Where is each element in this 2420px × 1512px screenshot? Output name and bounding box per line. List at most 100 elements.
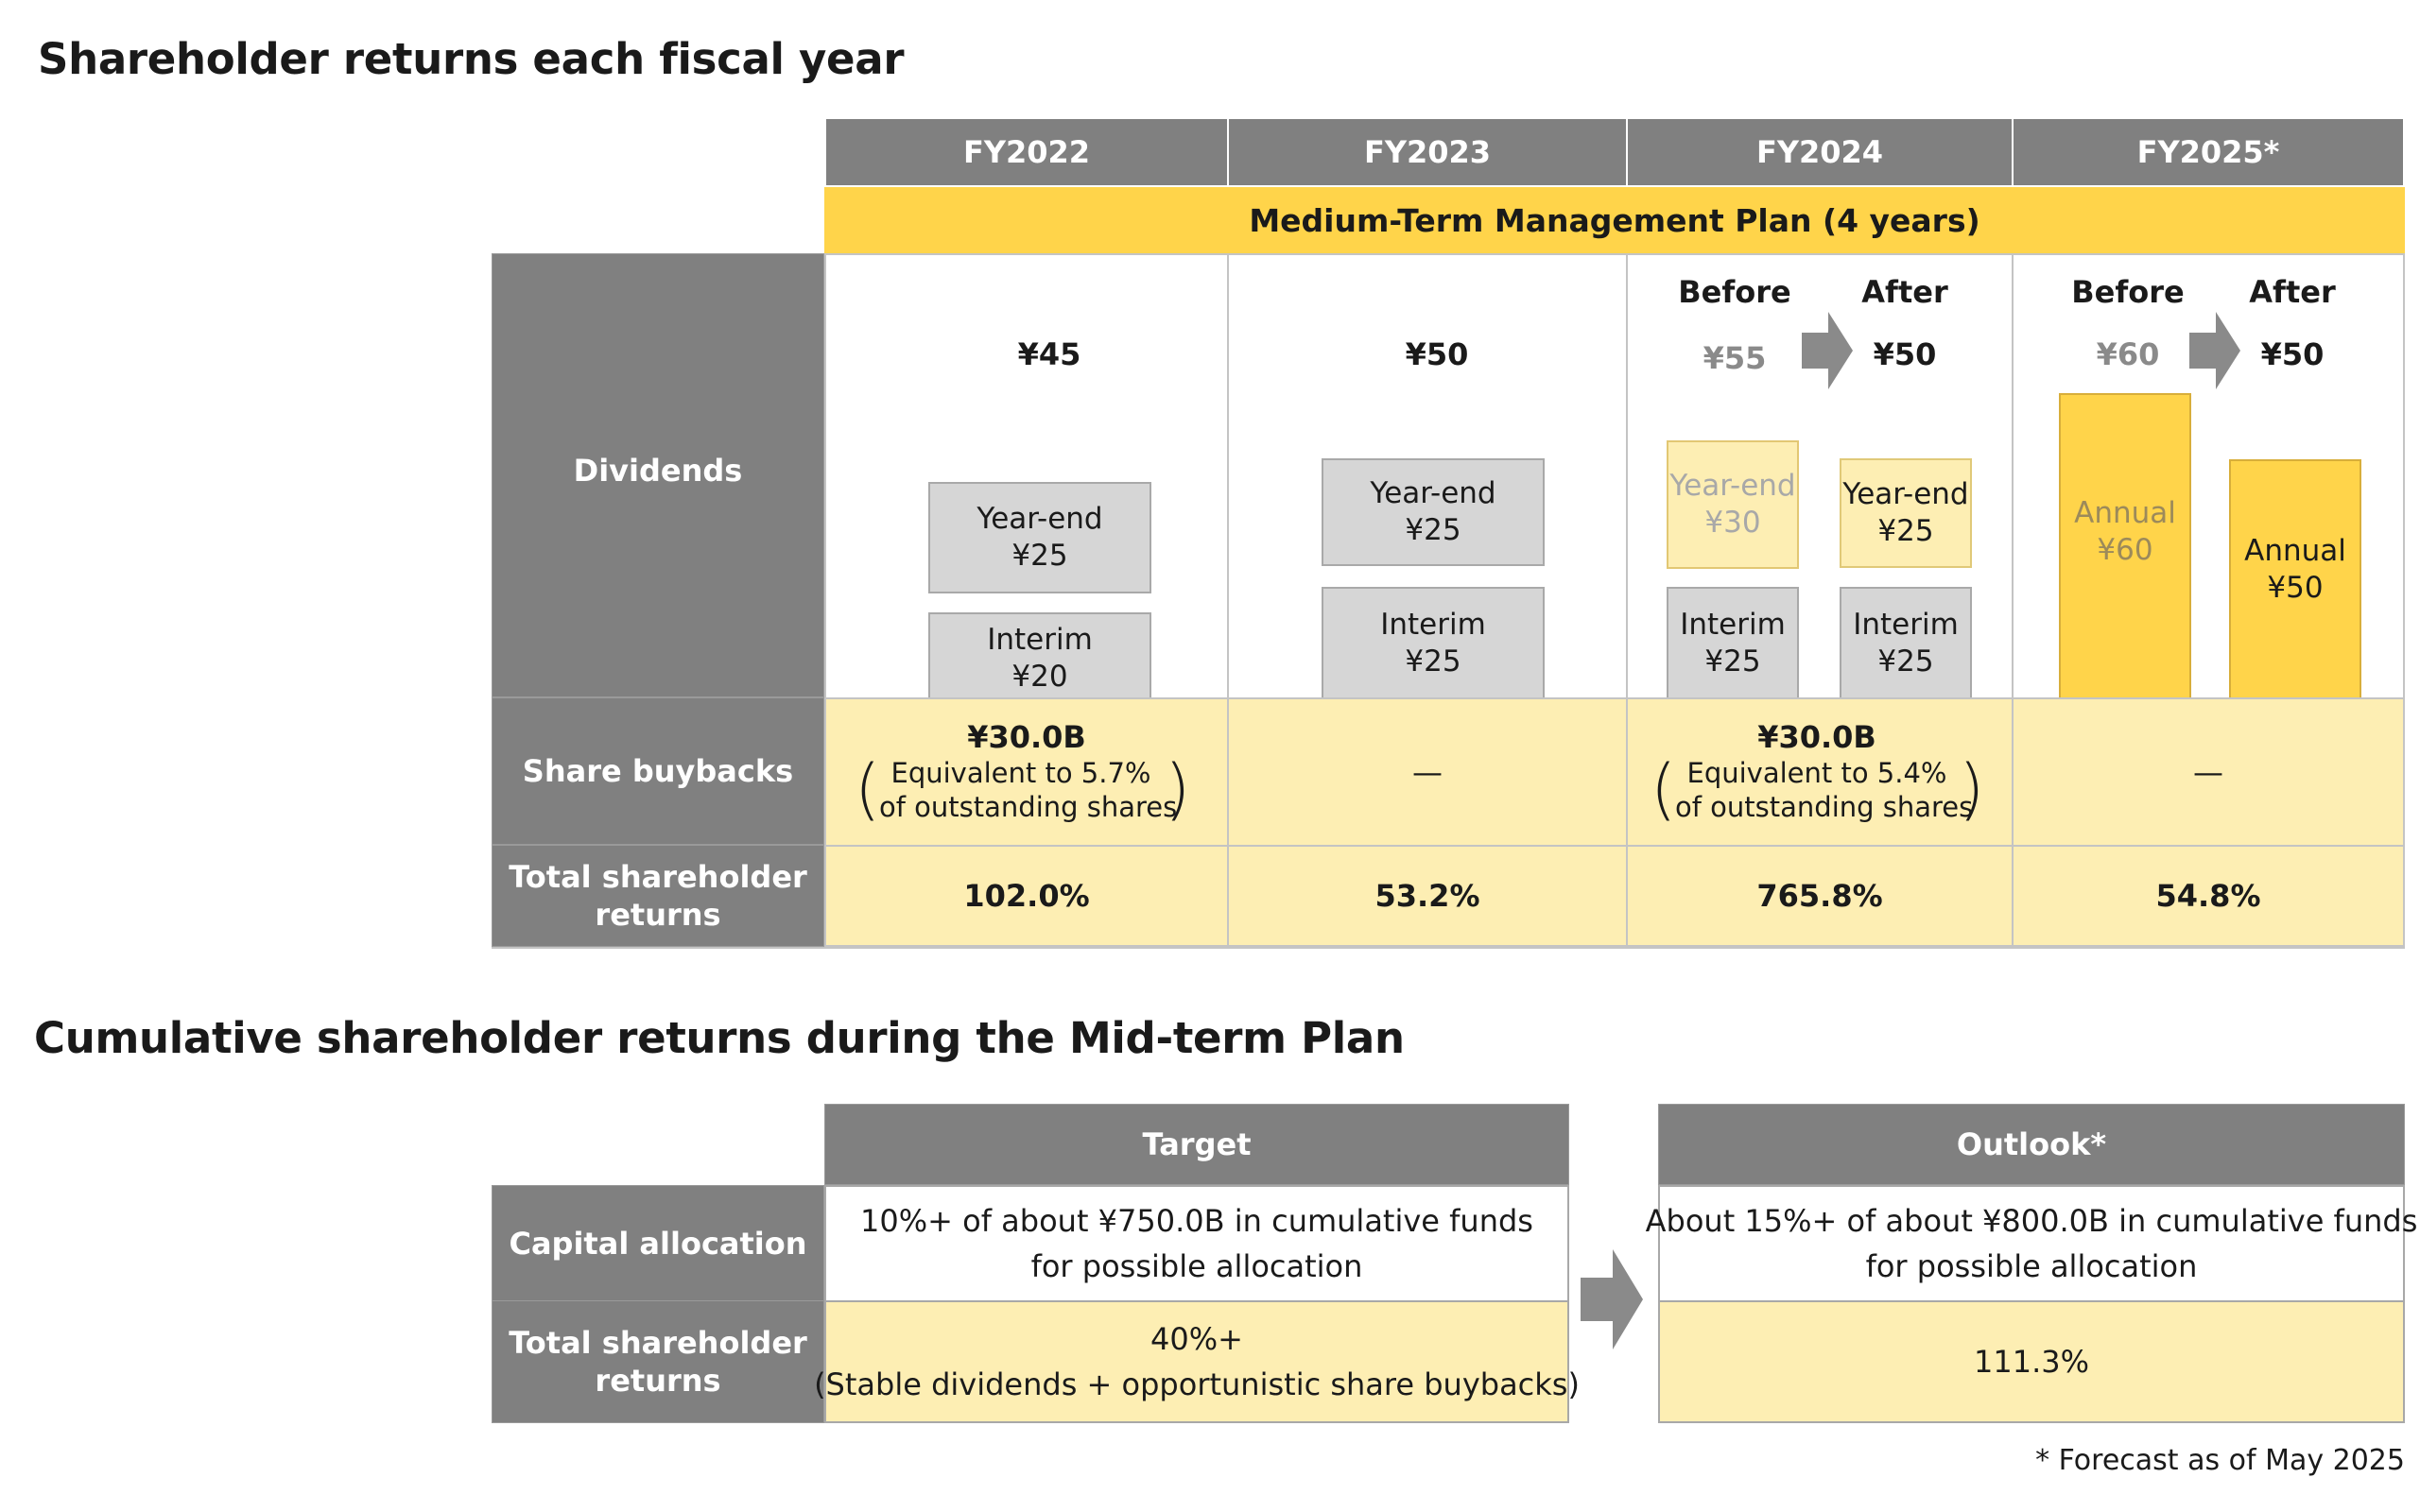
row-label-dividends: Dividends [492,253,824,697]
target-to-outlook-arrow-shape [1581,1249,1643,1349]
target-to-outlook-arrow-icon [1581,1249,1643,1349]
target-total-cell: 40%+ (Stable dividends + opportunistic s… [814,1300,1580,1423]
fy2022-paren-left-icon: ( [855,750,881,828]
outlook-total-cell: 111.3% [1658,1300,2405,1423]
fy2023-yearend-value: ¥25 [1405,513,1461,547]
fy2024-buyback-line2: of outstanding shares [1675,791,1974,824]
fy2023-interim-box: Interim ¥25 [1322,587,1545,699]
fy2024-after-yearend-label: Year-end [1842,477,1969,512]
fy2025-total-returns-value: 54.8% [2155,878,2261,914]
fy2022-buyback-line2: of outstanding shares [879,791,1178,824]
fy2024-arrow-icon [1802,312,1853,389]
fy2022-total-returns-value: 102.0% [963,878,1090,914]
fy2025-after-annual-value: ¥50 [2267,571,2324,605]
fy2024-buyback-amount: ¥30.0B [1757,719,1876,755]
total-returns-fy2022: 102.0% [824,845,1229,947]
fy2023-yearend-label: Year-end [1370,476,1496,511]
fy2023-buyback-value: — [1412,754,1443,790]
section2-title: Cumulative shareholder returns during th… [34,1013,1405,1063]
fy2024-before-label: Before [1678,274,1791,310]
fy2024-before-interim-label: Interim [1680,607,1786,642]
fy2023-dividend-total: ¥50 [1405,336,1469,372]
fy2025-after-label: After [2249,274,2336,310]
header-fy2025: FY2025* [2012,117,2405,187]
fy2025-before-annual-value: ¥60 [2097,533,2153,567]
fy2024-after-interim-value: ¥25 [1877,644,1934,679]
fy2023-total-returns-value: 53.2% [1374,878,1480,914]
target-total-line1: 40%+ [1150,1321,1243,1357]
fy2024-before-yearend-value: ¥30 [1704,506,1761,540]
header-fy2022: FY2022 [824,117,1229,187]
fy2024-after-yearend-value: ¥25 [1877,514,1934,548]
fy2022-buyback-detail: Equivalent to 5.7% of outstanding shares [879,756,1178,825]
plan-banner: Medium-Term Management Plan (4 years) [824,187,2405,253]
fy2024-before-yearend-box: Year-end ¥30 [1667,440,1799,569]
fy2022-dividend-total: ¥45 [1017,336,1081,372]
fy2024-paren-right-icon: ) [1959,750,1985,828]
fy2023-interim-label: Interim [1380,607,1486,642]
fy2024-after-interim-box: Interim ¥25 [1840,587,1972,699]
fy2024-after-interim-label: Interim [1853,607,1959,642]
fy2025-arrow-icon [2189,312,2240,389]
target-capital-cell: 10%+ of about ¥750.0B in cumulative fund… [824,1185,1569,1302]
fy2022-yearend-value: ¥25 [1011,539,1068,573]
outlook-total-value: 111.3% [1973,1344,2089,1380]
fy2025-before-annual-box: Annual ¥60 [2059,393,2191,699]
cum-total-label-line1: Total shareholder [509,1325,807,1361]
fy2023-interim-value: ¥25 [1405,644,1461,679]
row-label-total-returns: Total shareholder returns [492,845,824,947]
fy2024-before-interim-value: ¥25 [1704,644,1761,679]
fy2025-arrow-shape [2189,312,2240,389]
fy2022-interim-box: Interim ¥20 [928,612,1151,699]
fy2024-buyback-detail: Equivalent to 5.4% of outstanding shares [1675,756,1974,825]
fy2022-yearend-label: Year-end [977,502,1103,537]
grid-divider [492,947,2405,949]
fy2022-buyback-amount: ¥30.0B [967,719,1086,755]
fy2025-before-total: ¥60 [2096,336,2160,372]
footnote: * Forecast as of May 2025 [2035,1444,2405,1477]
fy2025-after-annual-box: Annual ¥50 [2229,459,2361,699]
fy2024-after-label: After [1861,274,1948,310]
fy2024-before-total: ¥55 [1703,340,1767,376]
fy2024-paren-left-icon: ( [1651,750,1677,828]
total-returns-fy2025: 54.8% [2012,845,2405,947]
fy2024-before-yearend-label: Year-end [1669,469,1796,504]
fy2022-buyback-line1: Equivalent to 5.7% [890,757,1151,789]
fy2025-before-label: Before [2071,274,2185,310]
buyback-cell-fy2025: — [2012,697,2405,847]
outlook-capital-line1: About 15%+ of about ¥800.0B in cumulativ… [1645,1203,2418,1239]
total-label-line2: returns [595,897,721,933]
fy2022-paren-right-icon: ) [1165,750,1191,828]
buyback-cell-fy2024 [1626,697,2014,847]
cum-label-capital: Capital allocation [492,1185,824,1302]
outlook-capital-cell: About 15%+ of about ¥800.0B in cumulativ… [1646,1185,2417,1302]
fy2024-after-total: ¥50 [1873,336,1937,372]
header-fy2024: FY2024 [1626,117,2014,187]
fy2024-arrow-shape [1802,312,1853,389]
target-capital-line2: for possible allocation [1030,1248,1363,1284]
fy2025-before-annual-label: Annual [2074,496,2176,531]
total-label-line1: Total shareholder [509,859,807,895]
fy2025-after-annual-label: Annual [2244,534,2346,569]
outlook-header: Outlook* [1658,1104,2405,1185]
section1-title: Shareholder returns each fiscal year [38,34,905,84]
fy2022-yearend-box: Year-end ¥25 [928,482,1151,593]
outlook-capital-line2: for possible allocation [1865,1248,2198,1284]
cum-label-total-returns: Total shareholder returns [492,1300,824,1423]
total-returns-fy2024: 765.8% [1626,845,2014,947]
fy2024-buyback-line1: Equivalent to 5.4% [1686,757,1947,789]
cum-total-label-line2: returns [595,1363,721,1399]
fy2025-buyback-value: — [2193,754,2223,790]
fy2022-interim-value: ¥20 [1011,660,1068,694]
row-label-buybacks: Share buybacks [492,697,824,845]
fy2024-before-interim-box: Interim ¥25 [1667,587,1799,699]
total-returns-fy2023: 53.2% [1227,845,1628,947]
fy2024-after-yearend-box: Year-end ¥25 [1840,458,1972,568]
header-fy2023: FY2023 [1227,117,1628,187]
fy2022-interim-label: Interim [987,623,1093,658]
buyback-cell-fy2023: — [1227,697,1628,847]
fy2025-after-total: ¥50 [2260,336,2325,372]
fy2023-yearend-box: Year-end ¥25 [1322,458,1545,566]
target-capital-line1: 10%+ of about ¥750.0B in cumulative fund… [860,1203,1533,1239]
fy2024-total-returns-value: 765.8% [1756,878,1883,914]
